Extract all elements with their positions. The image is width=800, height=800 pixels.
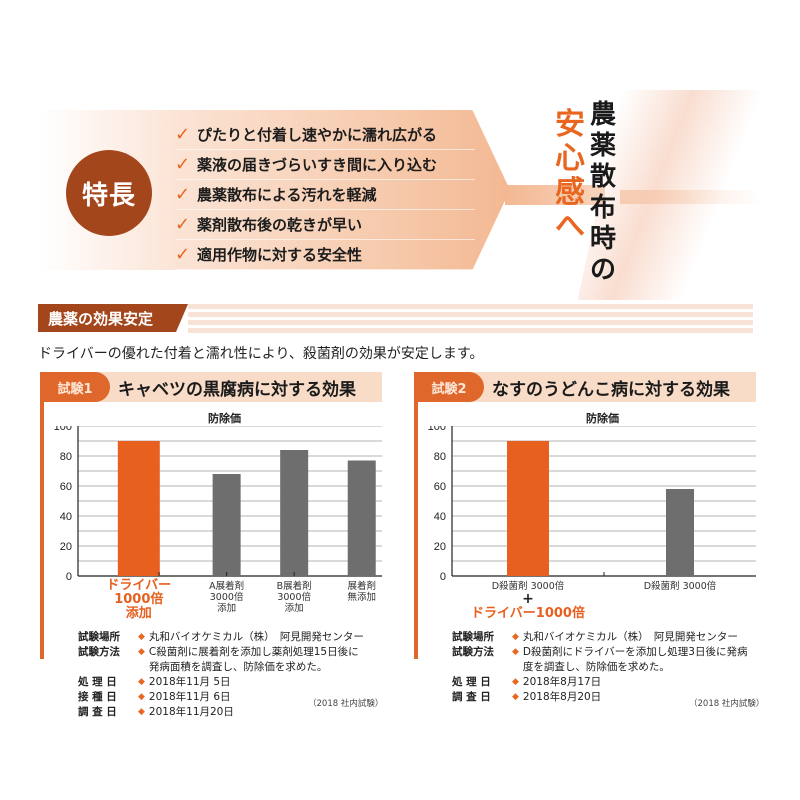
detail-row: 試験場所 ◆ 丸和バイオケミカル（株） 阿見開発センター	[452, 631, 738, 643]
diamond-bullet-icon: ◆	[512, 647, 519, 657]
diamond-bullet-icon: ◆	[138, 692, 145, 702]
feature-item: ✓ 薬剤散布後の乾きが早い	[175, 210, 475, 240]
detail-row: 処 理 日 ◆ 2018年11月 5日	[78, 676, 231, 688]
x-category-label: 3000倍	[210, 591, 244, 603]
trial-2-header: 試験2 なすのうどんこ病に対する効果	[414, 372, 756, 402]
feature-item: ✓ 適用作物に対する安全性	[175, 240, 475, 270]
diamond-bullet-icon: ◆	[138, 632, 145, 642]
y-tick-label: 0	[66, 571, 72, 583]
detail-row-cont: ◆発病面積を調査し、防除価を求めた。	[148, 661, 328, 673]
trial-1-details: 試験場所 ◆ 丸和バイオケミカル（株） 阿見開発センター 試験方法 ◆ C殺菌剤に展着剤…	[78, 630, 364, 720]
x-category-label: ドライバー1000倍	[471, 605, 585, 621]
decorative-stripe	[188, 312, 753, 317]
panel-accent-bar	[414, 374, 418, 659]
x-category-label: +	[522, 591, 534, 607]
trial-2-note: （2018 社内試験）	[689, 699, 765, 709]
x-category-label: 添加	[126, 605, 152, 621]
feature-item: ✓ 農薬散布による汚れを軽減	[175, 180, 475, 210]
detail-row: 試験方法 ◆ D殺菌剤にドライバーを添加し処理3日後に発病	[452, 646, 748, 658]
trial-1-note: （2018 社内試験）	[308, 699, 384, 709]
trial-2-title: なすのうどんこ病に対する効果	[492, 379, 730, 400]
y-tick-label: 0	[440, 571, 446, 583]
bar	[507, 441, 549, 576]
trial-2-panel: 試験2 なすのうどんこ病に対する効果 防除価 0 20 40 60 80 100 D殺菌剤 …	[414, 372, 764, 722]
y-tick-label: 60	[60, 481, 72, 493]
y-tick-label: 80	[60, 451, 72, 463]
x-category-label: 1000倍	[114, 591, 163, 607]
decorative-stripe	[188, 304, 753, 309]
y-tick-label: 20	[60, 541, 72, 553]
trial-1-title: キャベツの黒腐病に対する効果	[118, 379, 356, 400]
section-title: 農薬の効果安定	[38, 304, 188, 332]
detail-row: 調 査 日 ◆ 2018年8月20日	[452, 691, 602, 703]
y-tick-label: 80	[434, 451, 446, 463]
bar	[117, 441, 160, 576]
x-category-label: D殺菌剤 3000倍	[644, 580, 717, 592]
x-category-label: 添加	[285, 603, 304, 614]
diamond-bullet-icon: ◆	[512, 632, 519, 642]
features-badge: 特長	[66, 150, 152, 236]
check-icon: ✓	[175, 124, 191, 145]
bar	[280, 450, 309, 576]
x-category-label: 展着剤	[347, 580, 376, 592]
trial-1-pill: 試験1	[40, 372, 110, 402]
y-tick-label: 100	[54, 426, 72, 433]
diamond-bullet-icon: ◆	[138, 707, 145, 717]
panel-accent-bar	[40, 374, 44, 659]
decorative-arrow-tail	[505, 185, 605, 205]
feature-item: ✓ ぴたりと付着し速やかに濡れ広がる	[175, 120, 475, 150]
x-category-label: 3000倍	[277, 591, 311, 603]
tagline-orange: 安 心 感 へ	[555, 107, 585, 244]
trial-1-panel: 試験1 キャベツの黒腐病に対する効果 防除価 0 20 40 60 80 100 ドライバー…	[40, 372, 390, 722]
x-category-label: A展着剤	[209, 580, 244, 592]
chart-1: 020406080100ドライバー1000倍添加A展着剤3000倍添加B展着剤3…	[54, 426, 382, 621]
detail-row: 試験場所 ◆ 丸和バイオケミカル（株） 阿見開発センター	[78, 631, 364, 643]
x-category-label: D殺菌剤 3000倍	[492, 580, 565, 592]
detail-row: 処 理 日 ◆ 2018年8月17日	[452, 676, 602, 688]
feature-item: ✓ 薬液の届きづらいすき間に入り込む	[175, 150, 475, 180]
hero-banner: 特長 ✓ ぴたりと付着し速やかに濡れ広がる ✓ 薬液の届きづらいすき間に入り込む ✓…	[0, 90, 800, 305]
check-icon: ✓	[175, 214, 191, 235]
bar	[666, 489, 694, 576]
check-icon: ✓	[175, 184, 191, 205]
x-category-label: B展着剤	[277, 580, 312, 592]
y-tick-label: 100	[428, 426, 446, 433]
decorative-stripe	[188, 320, 753, 325]
detail-row: 接 種 日 ◆ 2018年11月 6日	[78, 691, 231, 703]
detail-row: 調 査 日 ◆ 2018年11月20日	[78, 706, 234, 718]
y-tick-label: 20	[434, 541, 446, 553]
check-icon: ✓	[175, 244, 191, 265]
bar	[347, 460, 376, 576]
y-tick-label: 60	[434, 481, 446, 493]
diamond-bullet-icon: ◆	[138, 677, 145, 687]
check-icon: ✓	[175, 154, 191, 175]
trial-1-header: 試験1 キャベツの黒腐病に対する効果	[40, 372, 382, 402]
decorative-arrow-fade	[620, 190, 760, 204]
detail-row-cont: ◆度を調査し、防除価を求めた。	[522, 661, 670, 673]
y-tick-label: 40	[60, 511, 72, 523]
diamond-bullet-icon: ◆	[138, 647, 145, 657]
chart-2-title: 防除価	[586, 412, 619, 425]
y-tick-label: 40	[434, 511, 446, 523]
decorative-stripe	[188, 328, 753, 333]
x-category-label: 添加	[217, 603, 236, 614]
chart-1-title: 防除価	[208, 412, 241, 425]
trial-2-details: 試験場所 ◆ 丸和バイオケミカル（株） 阿見開発センター 試験方法 ◆ D殺菌剤にドライ…	[452, 630, 747, 705]
section-lead-text: ドライバーの優れた付着と濡れ性により、殺菌剤の効果が安定します。	[38, 346, 484, 362]
diamond-bullet-icon: ◆	[512, 692, 519, 702]
trial-2-pill: 試験2	[414, 372, 484, 402]
x-category-label: 無添加	[347, 591, 376, 603]
x-category-label: ドライバー	[106, 578, 171, 593]
diamond-bullet-icon: ◆	[512, 677, 519, 687]
detail-row: 試験方法 ◆ C殺菌剤に展着剤を添加し薬剤処理15日後に	[78, 646, 359, 658]
bar	[212, 474, 241, 576]
feature-list: ✓ ぴたりと付着し速やかに濡れ広がる ✓ 薬液の届きづらいすき間に入り込む ✓ 農薬散…	[175, 120, 475, 270]
tagline-black: 農 薬 散 布 時 の	[590, 100, 617, 285]
